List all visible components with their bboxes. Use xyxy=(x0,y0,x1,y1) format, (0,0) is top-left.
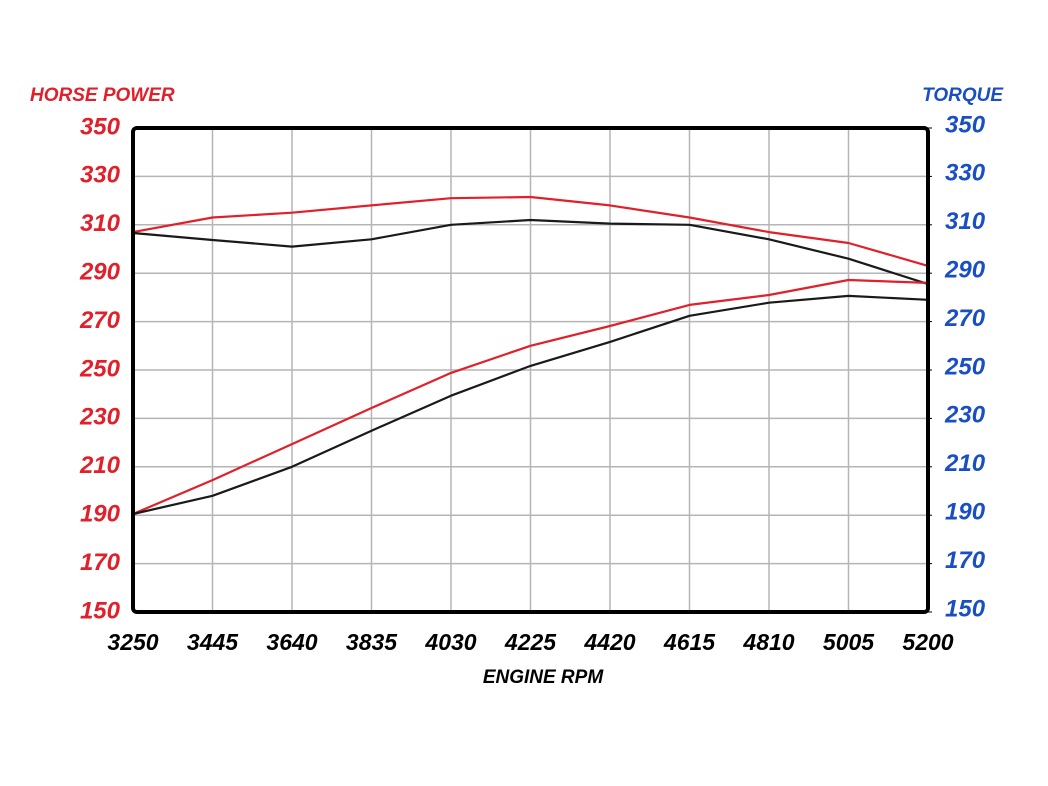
x-tick-label: 3445 xyxy=(187,629,239,655)
series-line xyxy=(132,278,929,516)
y-tick-label: 290 xyxy=(79,259,121,286)
series-line xyxy=(132,294,929,516)
x-tick-label: 5200 xyxy=(902,629,953,655)
y2-tick-label: 350 xyxy=(945,111,986,138)
x-axis-title: ENGINE RPM xyxy=(483,667,605,688)
y-tick-label: 170 xyxy=(80,549,121,576)
series-line xyxy=(132,218,929,286)
y2-tick-label: 190 xyxy=(945,499,986,526)
y2-tick-label: 310 xyxy=(945,208,986,235)
y2-axis-title: TORQUE xyxy=(922,85,1004,106)
y-tick-label: 210 xyxy=(79,452,121,479)
x-tick-label: 3640 xyxy=(266,629,317,655)
x-tick-label: 3835 xyxy=(346,629,398,655)
y2-tick-label: 270 xyxy=(944,305,986,332)
x-tick-label: 4225 xyxy=(504,629,557,655)
y2-tick-label: 250 xyxy=(944,353,986,380)
y-axis-title: HORSE POWER xyxy=(30,85,175,106)
y-tick-label: 250 xyxy=(79,355,121,382)
y-tick-label: 350 xyxy=(80,113,121,140)
y2-tick-label: 330 xyxy=(945,160,986,187)
y2-tick-label: 230 xyxy=(944,402,986,429)
y2-tick-label: 170 xyxy=(945,547,986,574)
y2-tick-label: 150 xyxy=(945,595,986,622)
x-tick-label: 4030 xyxy=(424,629,476,655)
y-tick-label: 150 xyxy=(80,597,121,624)
x-tick-label: 4615 xyxy=(663,629,716,655)
x-tick-label: 4810 xyxy=(742,629,794,655)
y2-tick-label: 290 xyxy=(944,257,986,284)
plot-frame xyxy=(131,126,930,614)
y2-tick-label: 210 xyxy=(944,450,986,477)
x-tick-label: 3250 xyxy=(107,629,158,655)
x-tick-label: 5005 xyxy=(823,629,875,655)
y-tick-label: 330 xyxy=(80,162,121,189)
x-tick-label: 4420 xyxy=(583,629,635,655)
series-line xyxy=(132,195,929,267)
y-tick-label: 190 xyxy=(80,501,121,528)
y-tick-label: 230 xyxy=(79,404,121,431)
y-tick-label: 310 xyxy=(80,210,121,237)
y-tick-label: 270 xyxy=(79,307,121,334)
